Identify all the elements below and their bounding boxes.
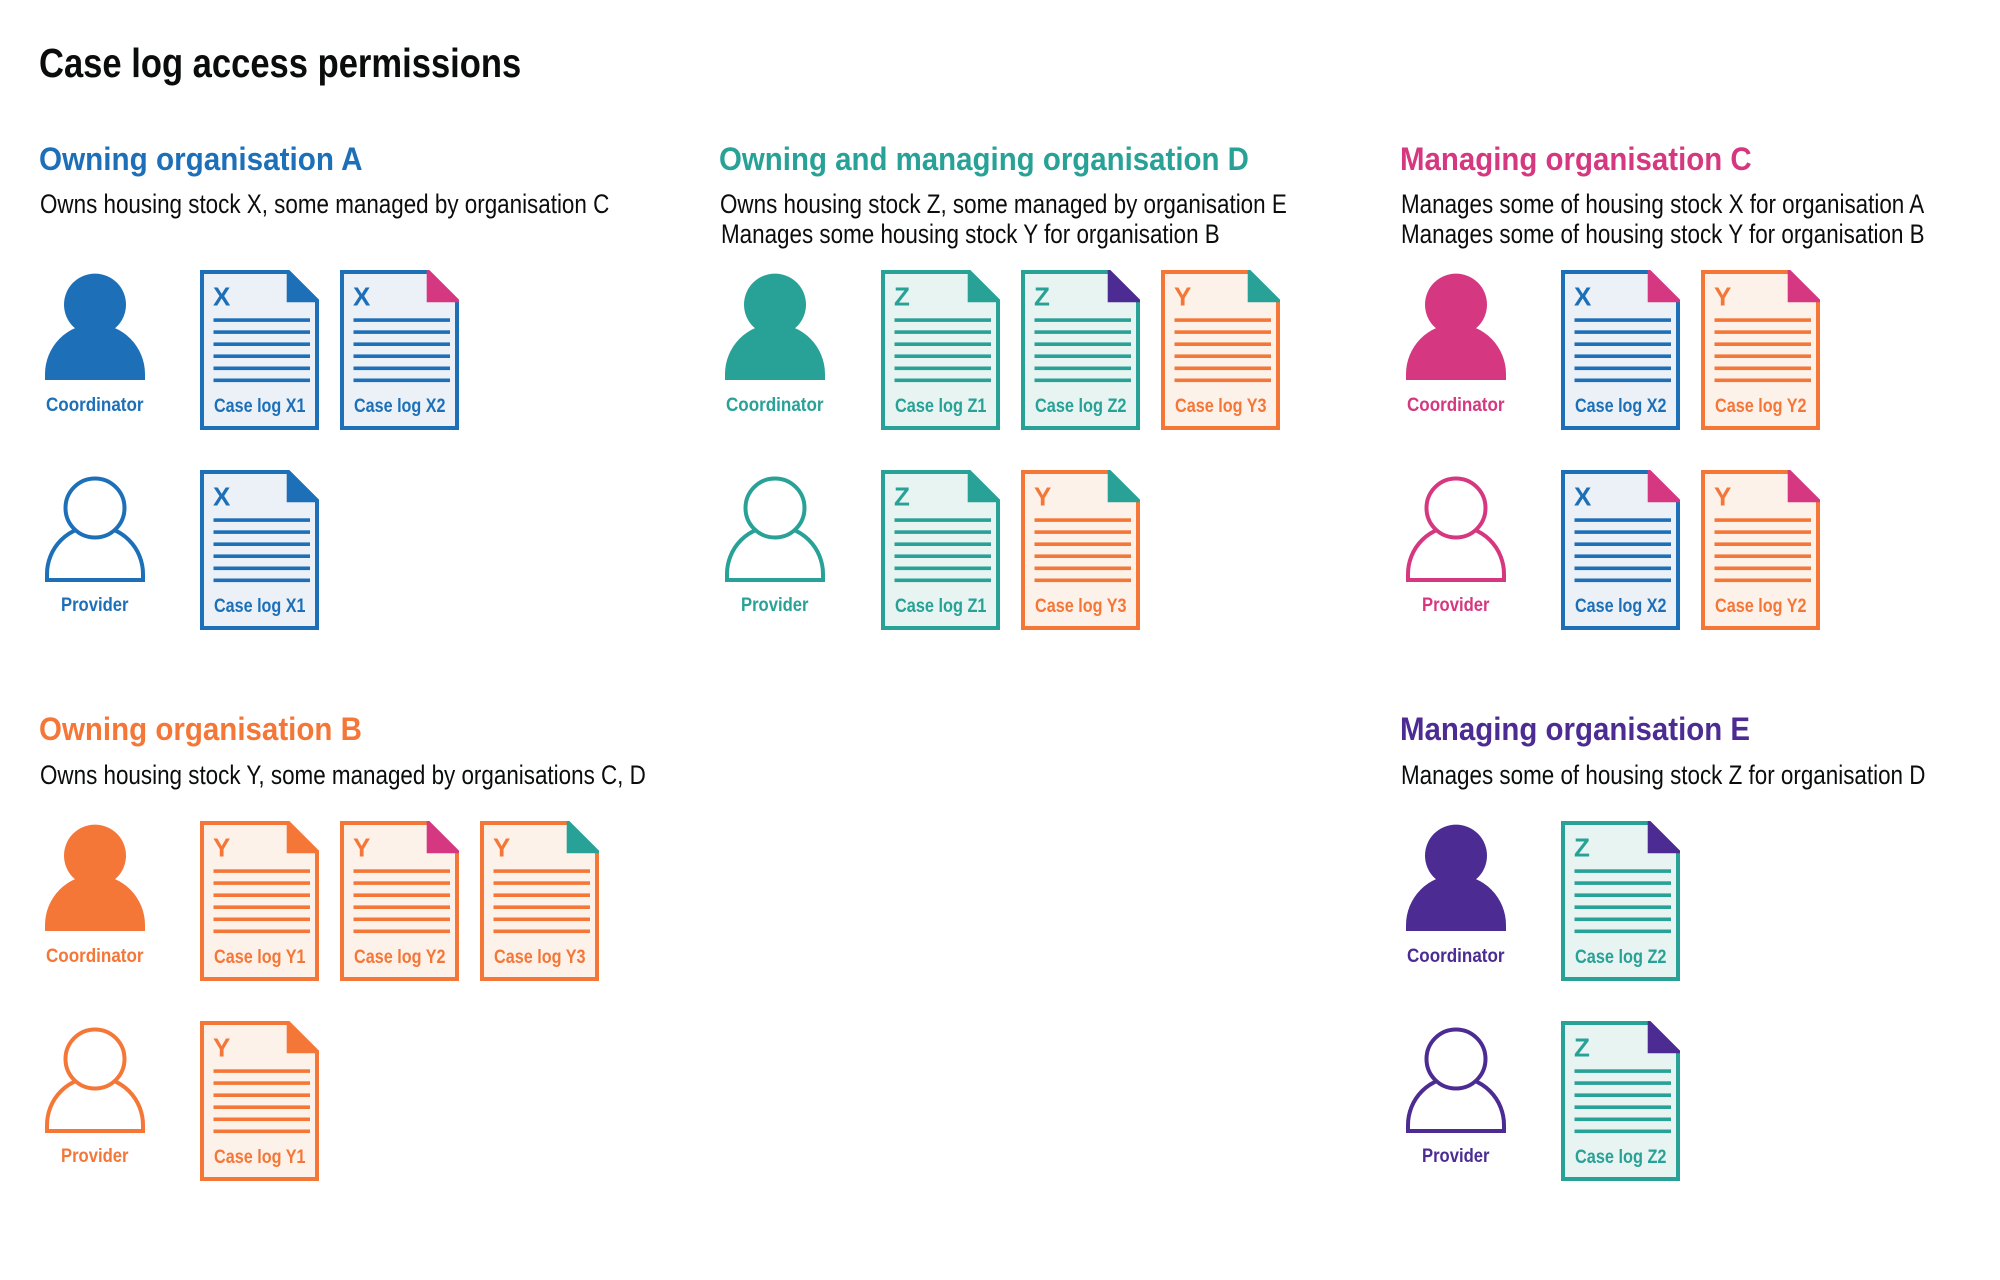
- svg-text:Case log Y3: Case log Y3: [494, 947, 586, 968]
- svg-text:Z: Z: [1574, 833, 1590, 863]
- svg-text:Case log X1: Case log X1: [214, 396, 306, 417]
- svg-text:Case log Z2: Case log Z2: [1035, 396, 1127, 417]
- svg-text:Case log Y2: Case log Y2: [1715, 396, 1807, 417]
- svg-text:Y: Y: [493, 833, 510, 863]
- svg-text:Case log Y3: Case log Y3: [1175, 396, 1267, 417]
- svg-text:Case log Z1: Case log Z1: [895, 596, 987, 617]
- svg-text:Y: Y: [213, 833, 230, 863]
- svg-text:Case log X1: Case log X1: [214, 596, 306, 617]
- svg-text:Case log Y2: Case log Y2: [1715, 596, 1807, 617]
- svg-text:Y: Y: [353, 833, 370, 863]
- svg-text:Case log Z1: Case log Z1: [895, 396, 987, 417]
- svg-text:X: X: [213, 482, 231, 512]
- svg-text:Z: Z: [1034, 282, 1050, 312]
- svg-text:X: X: [213, 282, 231, 312]
- svg-text:X: X: [1574, 482, 1592, 512]
- svg-text:Case log Z2: Case log Z2: [1575, 1147, 1667, 1168]
- svg-text:Y: Y: [213, 1033, 230, 1063]
- svg-text:Y: Y: [1714, 482, 1731, 512]
- svg-text:Case log Y1: Case log Y1: [214, 947, 306, 968]
- svg-text:Case log Z2: Case log Z2: [1575, 947, 1667, 968]
- svg-text:Case log X2: Case log X2: [354, 396, 446, 417]
- svg-text:Z: Z: [1574, 1033, 1590, 1063]
- svg-text:X: X: [353, 282, 371, 312]
- svg-text:Case log Y1: Case log Y1: [214, 1147, 306, 1168]
- svg-text:X: X: [1574, 282, 1592, 312]
- svg-text:Z: Z: [894, 282, 910, 312]
- svg-text:Z: Z: [894, 482, 910, 512]
- svg-text:Y: Y: [1714, 282, 1731, 312]
- svg-text:Case log X2: Case log X2: [1575, 596, 1667, 617]
- svg-text:Case log X2: Case log X2: [1575, 396, 1667, 417]
- svg-text:Case log Y3: Case log Y3: [1035, 596, 1127, 617]
- svg-text:Y: Y: [1034, 482, 1051, 512]
- svg-text:Case log Y2: Case log Y2: [354, 947, 446, 968]
- svg-text:Y: Y: [1174, 282, 1191, 312]
